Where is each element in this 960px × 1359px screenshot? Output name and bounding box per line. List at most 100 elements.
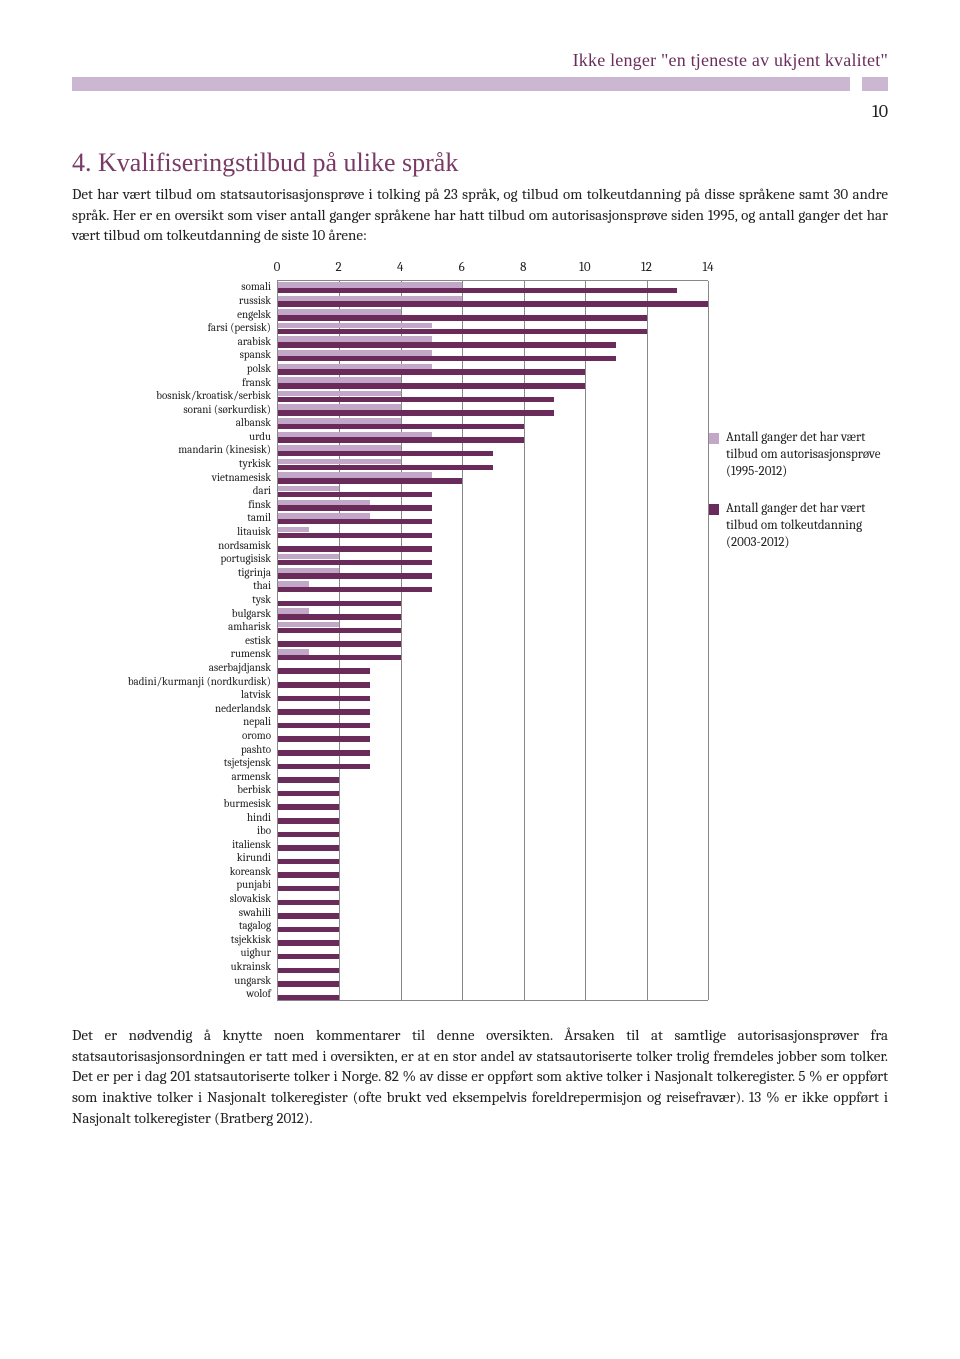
- bar-series-1: [278, 459, 401, 465]
- section-intro: Det har vært tilbud om statsautorisasjon…: [72, 184, 888, 246]
- bar-series-2: [278, 709, 370, 715]
- bar-series-2: [278, 764, 370, 770]
- bar-series-2: [278, 696, 370, 702]
- chart-row: [278, 920, 708, 934]
- category-label: ukrainsk: [72, 960, 277, 974]
- x-tick: 6: [459, 260, 465, 275]
- chart-row: [278, 879, 708, 893]
- chart-row: [278, 539, 708, 553]
- category-label: spansk: [72, 348, 277, 362]
- bar-series-2: [278, 791, 339, 797]
- chart-grid: [277, 280, 708, 1001]
- bar-series-2: [278, 723, 370, 729]
- bar-series-1: [278, 445, 401, 451]
- bar-series-1: [278, 513, 370, 519]
- bar-series-1: [278, 622, 339, 628]
- x-tick: 14: [702, 260, 713, 275]
- category-label: punjabi: [72, 878, 277, 892]
- chart-row: [278, 635, 708, 649]
- bar-series-2: [278, 995, 339, 1001]
- bar-series-2: [278, 818, 339, 824]
- chart-row: [278, 716, 708, 730]
- category-label: fransk: [72, 375, 277, 389]
- chart-y-labels: somalirussiskengelskfarsi (persisk)arabi…: [72, 260, 277, 1000]
- chart-row: [278, 322, 708, 336]
- category-label: litauisk: [72, 525, 277, 539]
- chart-row: [278, 403, 708, 417]
- chart-row: [278, 648, 708, 662]
- chart-row: [278, 580, 708, 594]
- bar-series-2: [278, 886, 339, 892]
- bar-series-1: [278, 568, 339, 574]
- category-label: dari: [72, 484, 277, 498]
- bar-series-2: [278, 655, 401, 661]
- chart-row: [278, 281, 708, 295]
- bar-series-1: [278, 472, 432, 478]
- chart-row: [278, 838, 708, 852]
- x-tick: 10: [579, 260, 590, 275]
- category-label: ibo: [72, 824, 277, 838]
- bar-series-1: [278, 323, 432, 329]
- chart-row: [278, 974, 708, 988]
- chart-row: [278, 458, 708, 472]
- page-number: 10: [72, 101, 888, 122]
- chart-row: [278, 417, 708, 431]
- bar-series-2: [278, 641, 401, 647]
- chart-row: [278, 770, 708, 784]
- chart-row: [278, 526, 708, 540]
- category-label: urdu: [72, 430, 277, 444]
- bar-series-2: [278, 940, 339, 946]
- bar-series-2: [278, 954, 339, 960]
- category-label: tyrkisk: [72, 457, 277, 471]
- bar-series-2: [278, 369, 585, 375]
- category-label: tysk: [72, 593, 277, 607]
- bar-series-2: [278, 927, 339, 933]
- bar-series-2: [278, 832, 339, 838]
- bar-series-2: [278, 628, 401, 634]
- category-label: amharisk: [72, 620, 277, 634]
- chart-row: [278, 499, 708, 513]
- section-title: 4. Kvalifiseringstilbud på ulike språk: [72, 148, 888, 178]
- chart-row: [278, 988, 708, 1002]
- bar-series-1: [278, 296, 462, 302]
- category-label: tamil: [72, 511, 277, 525]
- category-label: somali: [72, 280, 277, 294]
- bar-series-1: [278, 418, 401, 424]
- category-label: tagalog: [72, 919, 277, 933]
- chart-row: [278, 553, 708, 567]
- legend-label-1: Antall ganger det har vært tilbud om aut…: [726, 430, 888, 481]
- x-tick: 8: [520, 260, 526, 275]
- category-label: tsjekkisk: [72, 933, 277, 947]
- chart-row: [278, 349, 708, 363]
- category-label: italiensk: [72, 837, 277, 851]
- chart-row: [278, 471, 708, 485]
- bar-series-2: [278, 682, 370, 688]
- chart-row: [278, 376, 708, 390]
- bar-series-1: [278, 391, 401, 397]
- x-tick: 2: [335, 260, 341, 275]
- bar-series-2: [278, 601, 401, 607]
- category-label: estisk: [72, 634, 277, 648]
- bar-series-2: [278, 288, 677, 294]
- chart-x-axis: 02468101214: [277, 260, 708, 280]
- category-label: finsk: [72, 498, 277, 512]
- chart-row: [278, 431, 708, 445]
- category-label: tsjetsjensk: [72, 756, 277, 770]
- bar-series-1: [278, 486, 339, 492]
- chart-row: [278, 607, 708, 621]
- category-label: oromo: [72, 729, 277, 743]
- category-label: slovakisk: [72, 892, 277, 906]
- bar-series-2: [278, 478, 462, 484]
- category-label: armensk: [72, 769, 277, 783]
- chart-row: [278, 825, 708, 839]
- bar-series-2: [278, 397, 554, 403]
- bar-series-2: [278, 900, 339, 906]
- category-label: arabisk: [72, 334, 277, 348]
- category-label: nepali: [72, 715, 277, 729]
- bar-series-2: [278, 736, 370, 742]
- bar-series-2: [278, 451, 493, 457]
- category-label: polsk: [72, 362, 277, 376]
- chart-row: [278, 743, 708, 757]
- category-label: tigrinja: [72, 566, 277, 580]
- x-tick: 0: [274, 260, 281, 275]
